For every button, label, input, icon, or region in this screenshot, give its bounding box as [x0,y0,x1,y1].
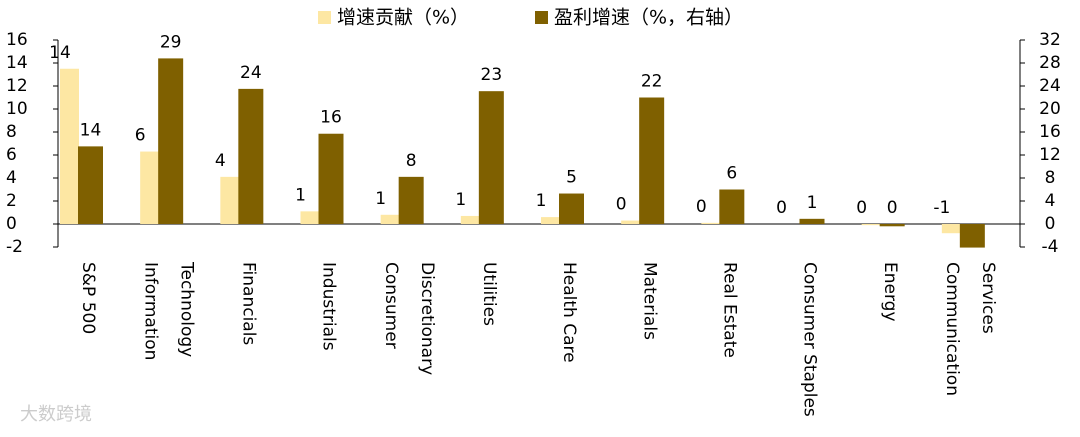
data-label: 29 [160,32,182,52]
x-tick-label: Technology [176,261,196,357]
data-label: -1 [933,198,950,218]
data-label: 1 [295,185,306,205]
data-label: 0 [776,198,787,218]
legend-label: 盈利增速（%，右轴） [554,7,743,29]
y2-tick-label: 32 [1039,30,1061,50]
x-tick-label: Services [978,262,998,334]
legend-swatch [535,11,548,24]
data-label: 1 [807,193,818,213]
bar [879,224,905,227]
bar [398,176,424,224]
bar [238,88,264,224]
bar [380,214,400,224]
data-label: 8 [406,151,417,171]
y2-tick-label: 28 [1039,53,1061,73]
y2-tick-label: -4 [1042,237,1059,257]
y2-tick-label: 20 [1039,99,1061,119]
x-tick-label: Financials [238,262,258,345]
legend-label: 增速贡献（%） [337,7,469,29]
data-label: 22 [641,72,663,92]
data-label: 0 [616,195,627,215]
bar [318,133,344,224]
x-tick-label: Communication [942,262,962,396]
x-tick-label: Real Estate [719,262,739,358]
data-label: 5 [566,168,577,188]
x-tick-label: Industrials [319,262,339,351]
bar [460,215,480,224]
y-tick-label: 4 [6,168,17,188]
x-tick-label: Health Care [559,262,579,363]
y-tick-label: 2 [6,191,17,211]
data-label: 16 [320,108,342,128]
y2-tick-label: 24 [1039,76,1061,96]
bar [861,224,881,226]
data-label: 0 [856,198,867,218]
bar [158,58,184,225]
y-tick-label: 12 [6,76,28,96]
y2-tick-label: 0 [1045,214,1056,234]
data-label: 4 [215,151,226,171]
y2-tick-label: 16 [1039,122,1061,142]
bar [220,176,240,224]
data-label: 1 [455,190,466,210]
x-tick-label: Materials [639,262,659,340]
bar [639,97,665,224]
x-tick-label: Utilities [479,262,499,326]
data-label: 23 [481,65,503,85]
x-tick-label: S&P 500 [78,262,98,334]
y-tick-label: -2 [6,237,23,257]
bar [78,146,103,224]
x-tick-label: Information [140,262,160,360]
y-tick-label: 0 [6,214,17,234]
y2-tick-label: 4 [1045,191,1056,211]
bar [300,211,320,224]
x-tick-label: Consumer Staples [800,262,820,417]
x-tick-label: Energy [880,262,900,322]
y-tick-label: 8 [6,122,17,142]
bar [140,151,160,224]
x-tick-label: Discretionary [417,262,437,375]
y-tick-label: 6 [6,145,17,165]
bar [959,224,985,248]
watermark: 大数跨境 [20,404,92,425]
bar [60,68,79,224]
data-label: 6 [726,164,737,184]
bar [719,189,745,224]
bar [799,218,825,224]
x-tick-label: Consumer [381,262,401,349]
bar [541,217,560,224]
y-tick-label: 10 [6,99,28,119]
bar [941,224,961,234]
y2-tick-label: 8 [1045,168,1056,188]
bar [478,91,504,224]
data-label: 14 [80,120,102,140]
y-tick-label: 14 [6,53,28,73]
y2-tick-label: 12 [1039,145,1061,165]
bar [621,220,641,224]
data-label: 24 [240,63,262,83]
data-label: 0 [887,198,898,218]
data-label: 0 [696,197,707,217]
data-label: 14 [49,43,71,63]
data-label: 1 [375,189,386,209]
data-label: 1 [536,191,547,211]
y-tick-label: 16 [6,30,28,50]
bar [701,222,721,224]
legend-swatch [318,11,331,24]
bar [559,193,584,224]
data-label: 6 [135,126,146,146]
